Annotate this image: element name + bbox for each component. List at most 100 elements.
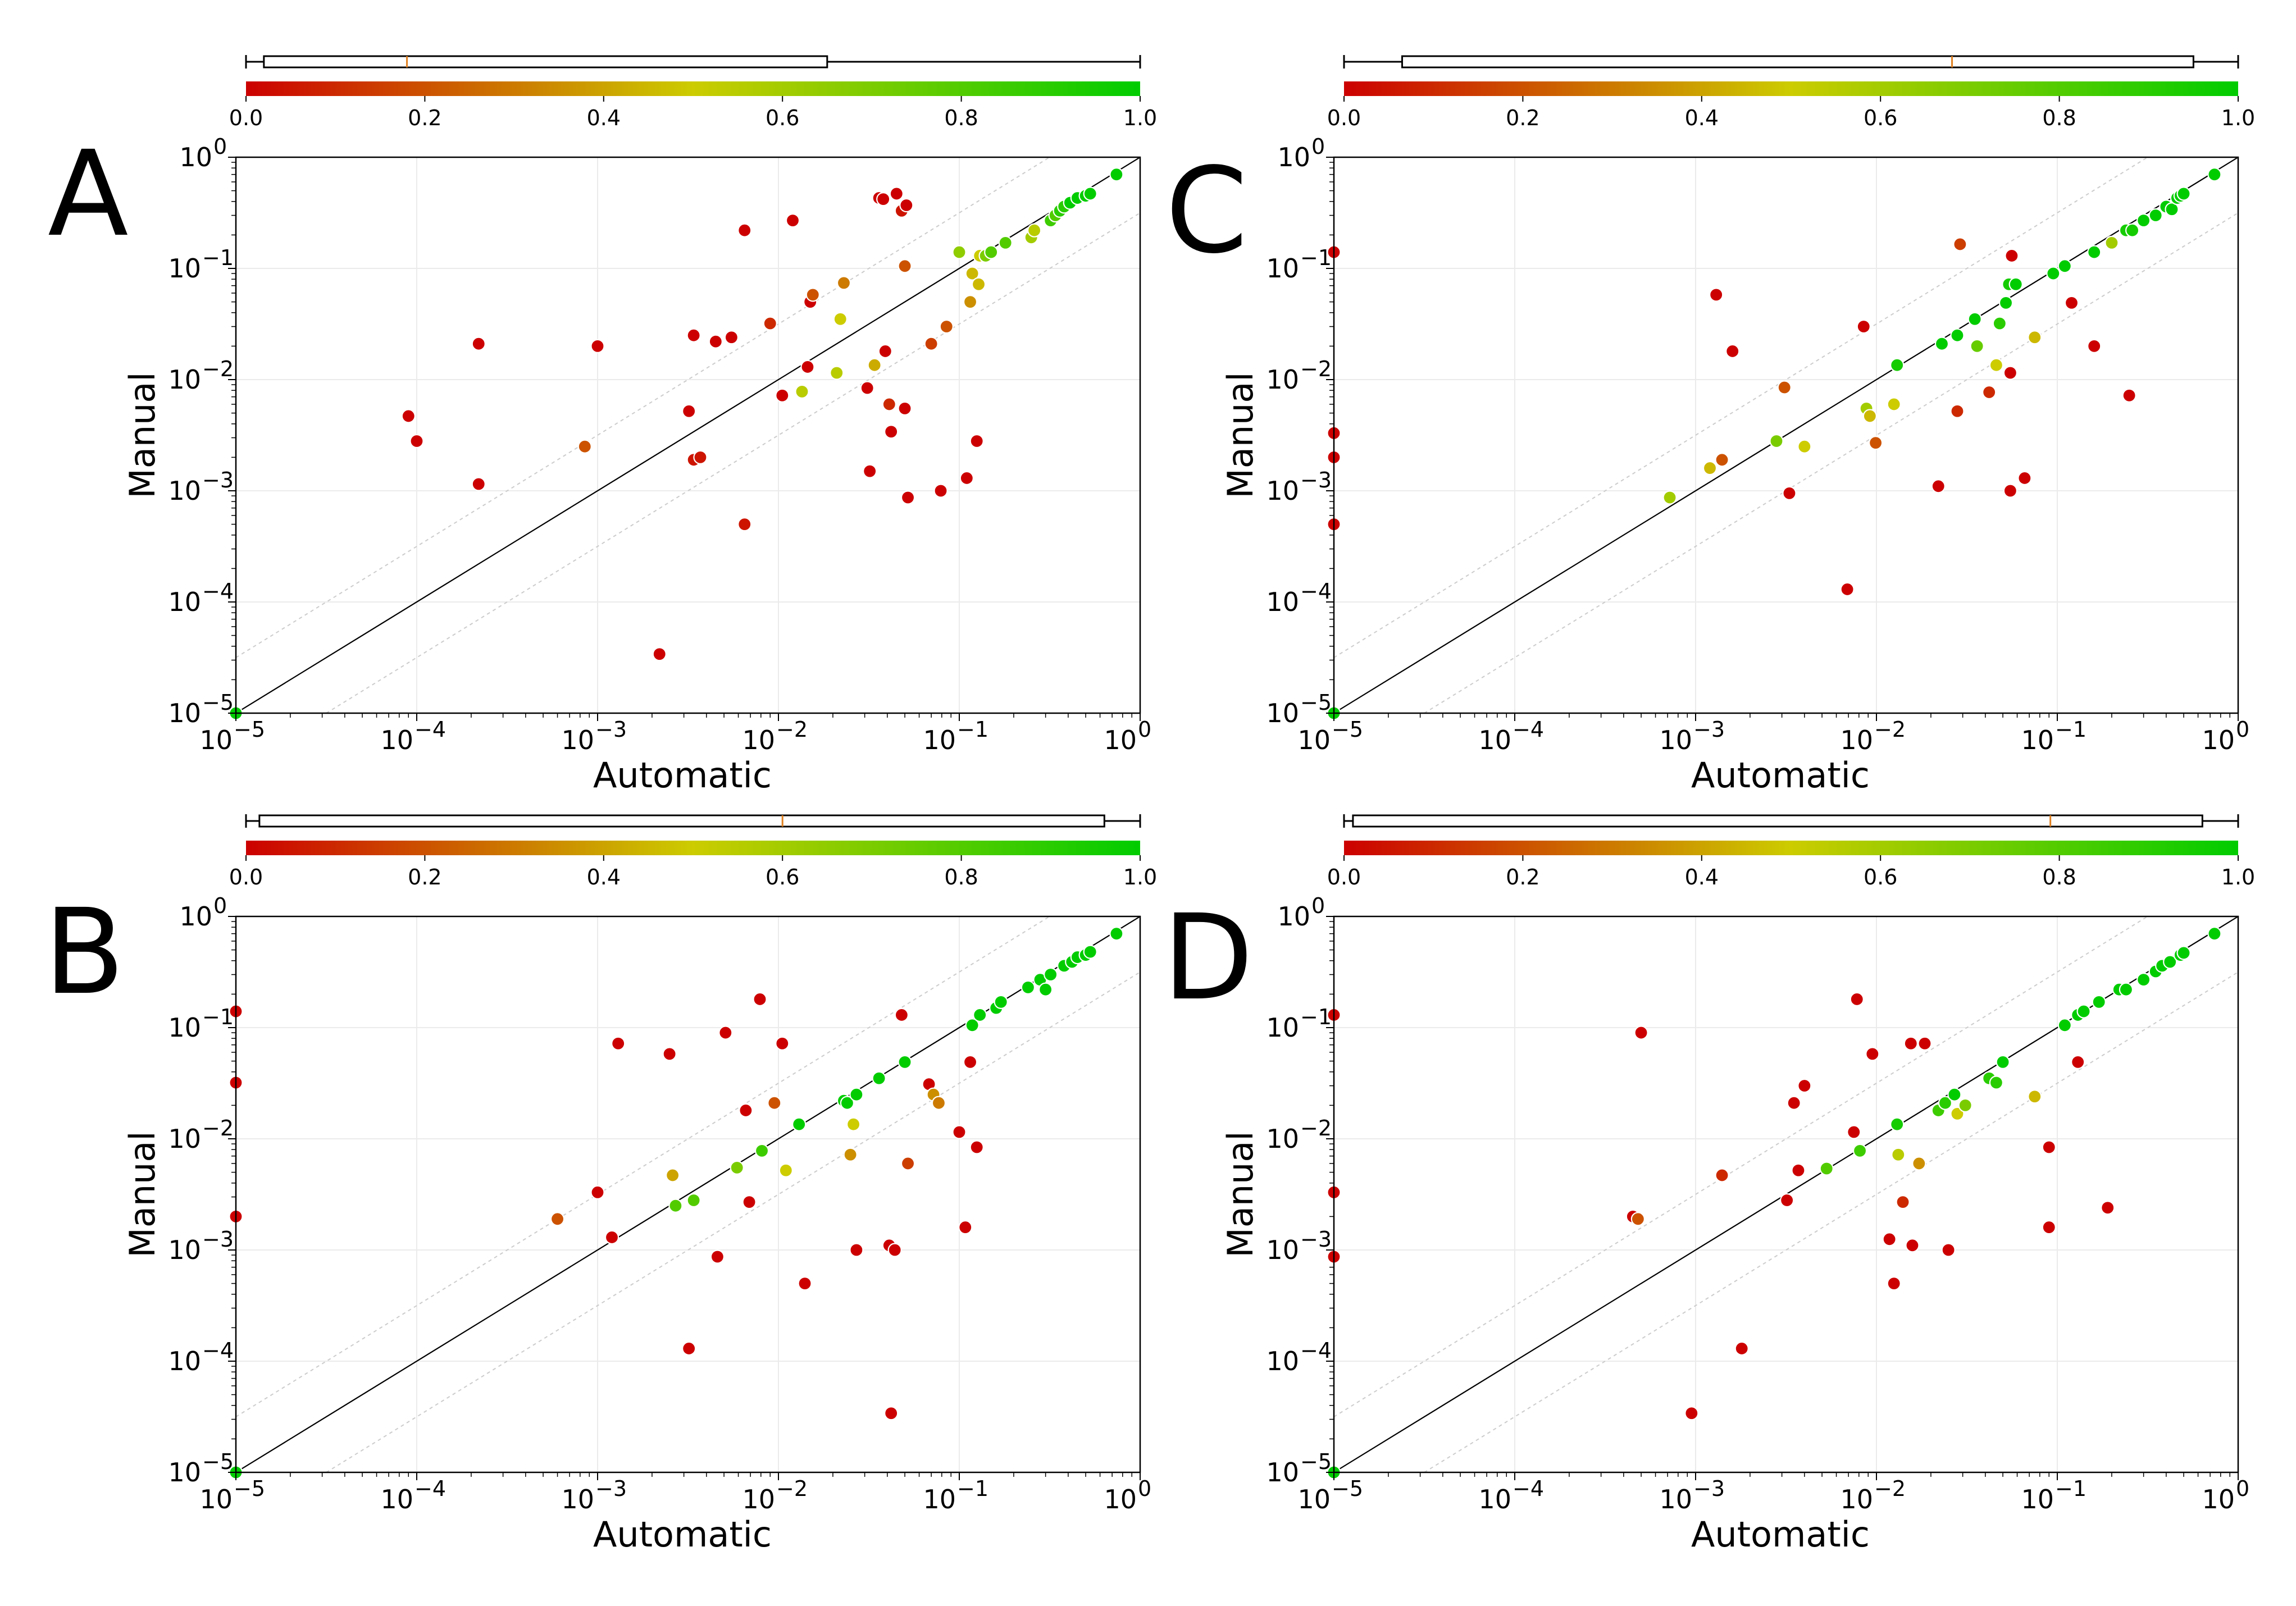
- data-point: [1934, 336, 1949, 351]
- x-tick-base: 10: [1297, 1484, 1331, 1514]
- identity-line: [1334, 157, 2238, 713]
- panel-letter: A: [48, 125, 129, 263]
- data-point: [2176, 946, 2191, 960]
- x-tick-base: 10: [2021, 725, 2054, 755]
- x-tick-label: 10 −1: [2021, 717, 2087, 755]
- colorbar-tick-label: 0.4: [587, 865, 621, 889]
- data-point: [737, 517, 752, 532]
- data-point: [971, 277, 986, 291]
- data-point: [1709, 288, 1724, 302]
- data-point: [739, 1103, 753, 1118]
- data-point: [730, 1160, 744, 1175]
- data-point: [1938, 1096, 1953, 1110]
- reference-lines: [1334, 157, 2238, 713]
- y-tick-label: 10 −4: [168, 1338, 234, 1376]
- x-tick-exponent: −2: [1874, 717, 1906, 742]
- data-point: [778, 1163, 793, 1178]
- data-point: [994, 994, 1008, 1009]
- data-point: [900, 1156, 915, 1171]
- y-tick-exponent: −1: [202, 245, 234, 270]
- plot-frame: [235, 156, 1141, 714]
- y-axis-label: Manual: [122, 1131, 163, 1257]
- data-point: [1038, 982, 1053, 997]
- x-axis-label: Automatic: [1691, 1514, 1870, 1555]
- y-tick-label: 10 −4: [1266, 579, 1332, 617]
- data-point: [767, 1096, 782, 1110]
- boxplot-box: [258, 814, 1105, 828]
- panel-c: C0.0 0.2 0.4 0.6 0.8 1.010 −510 −510 −410 −410 −31…: [1165, 55, 2255, 796]
- data-point: [894, 1007, 909, 1023]
- data-point: [1967, 312, 1982, 326]
- y-tick-base: 10: [168, 587, 201, 617]
- x-tick-base: 10: [742, 1484, 775, 1514]
- data-point: [1856, 319, 1871, 334]
- x-tick-base: 10: [1104, 1484, 1137, 1514]
- x-tick-label: 10 −5: [199, 1476, 265, 1514]
- y-tick-label: 10 −5: [168, 1449, 234, 1488]
- colorbar-tick-label: 0.6: [766, 106, 799, 130]
- data-point: [1905, 1238, 1920, 1253]
- data-point: [843, 1147, 858, 1162]
- y-tick-base: 10: [168, 364, 201, 395]
- data-point: [1797, 1078, 1812, 1093]
- panel-b: B0.0 0.2 0.4 0.6 0.8 1.010 −510 −510 −410 −410 −31…: [44, 814, 1157, 1555]
- colorbar-tick-label: 0.0: [229, 106, 263, 130]
- data-point: [2042, 1140, 2056, 1155]
- reference-line-upper: [236, 157, 1050, 658]
- data-point: [2136, 213, 2151, 228]
- x-tick-exponent: −4: [1513, 717, 1544, 742]
- data-point: [1109, 927, 1124, 941]
- data-point: [1634, 1025, 1648, 1040]
- colorbar-tick-label: 0.6: [1864, 106, 1897, 130]
- y-tick-label: 10 0: [179, 893, 227, 932]
- data-point: [710, 1249, 725, 1264]
- x-tick-exponent: 0: [1138, 1476, 1151, 1501]
- data-point: [754, 1143, 769, 1158]
- data-point: [2057, 259, 2072, 273]
- x-tick-label: 10 −1: [923, 717, 988, 755]
- reference-line-lower: [1424, 212, 2238, 713]
- x-tick-label: 10 0: [1104, 717, 1151, 755]
- colorbar: [246, 841, 1140, 855]
- data-point: [1887, 1276, 1901, 1291]
- data-point: [1887, 397, 1901, 412]
- data-point: [611, 1036, 626, 1051]
- data-point: [2005, 248, 2019, 263]
- data-point: [1780, 1193, 1794, 1208]
- y-tick-label: 10 −5: [1266, 690, 1332, 728]
- colorbar-tick-label: 0.6: [766, 865, 799, 889]
- colorbar-tick-label: 0.0: [1327, 865, 1361, 889]
- colorbar-tick-label: 0.8: [944, 106, 978, 130]
- data-point: [1725, 344, 1740, 359]
- data-point: [577, 439, 592, 454]
- y-tick-exponent: 0: [213, 134, 227, 159]
- x-tick-exponent: −1: [2055, 1476, 2087, 1501]
- y-tick-base: 10: [1277, 901, 1310, 932]
- x-tick-label: 10 −4: [380, 1476, 446, 1514]
- data-point: [1662, 490, 1677, 505]
- y-tick-label: 10 −1: [1266, 245, 1332, 284]
- y-tick-base: 10: [168, 698, 201, 728]
- y-tick-exponent: −3: [202, 468, 234, 492]
- data-point: [1958, 1098, 1972, 1112]
- y-tick-exponent: −2: [1300, 357, 1332, 381]
- data-point: [984, 245, 999, 259]
- data-point: [1950, 404, 1965, 418]
- y-tick-label: 10 0: [1277, 134, 1325, 172]
- y-tick-base: 10: [168, 1457, 201, 1488]
- x-tick-exponent: −4: [414, 717, 446, 742]
- y-tick-base: 10: [1266, 587, 1299, 617]
- colorbar-tick-label: 0.0: [229, 865, 263, 889]
- y-tick-exponent: −1: [1300, 245, 1332, 270]
- x-tick-label: 10 0: [2202, 717, 2249, 755]
- reference-line-lower: [326, 971, 1140, 1472]
- data-point: [1996, 1055, 2010, 1069]
- data-point: [2028, 330, 2042, 345]
- data-point: [965, 1018, 980, 1033]
- data-point: [1840, 582, 1855, 597]
- colorbar-tick-label: 1.0: [1123, 106, 1157, 130]
- data-point: [2071, 1055, 2085, 1069]
- colorbar-tick-label: 1.0: [2221, 106, 2255, 130]
- data-point: [805, 288, 820, 302]
